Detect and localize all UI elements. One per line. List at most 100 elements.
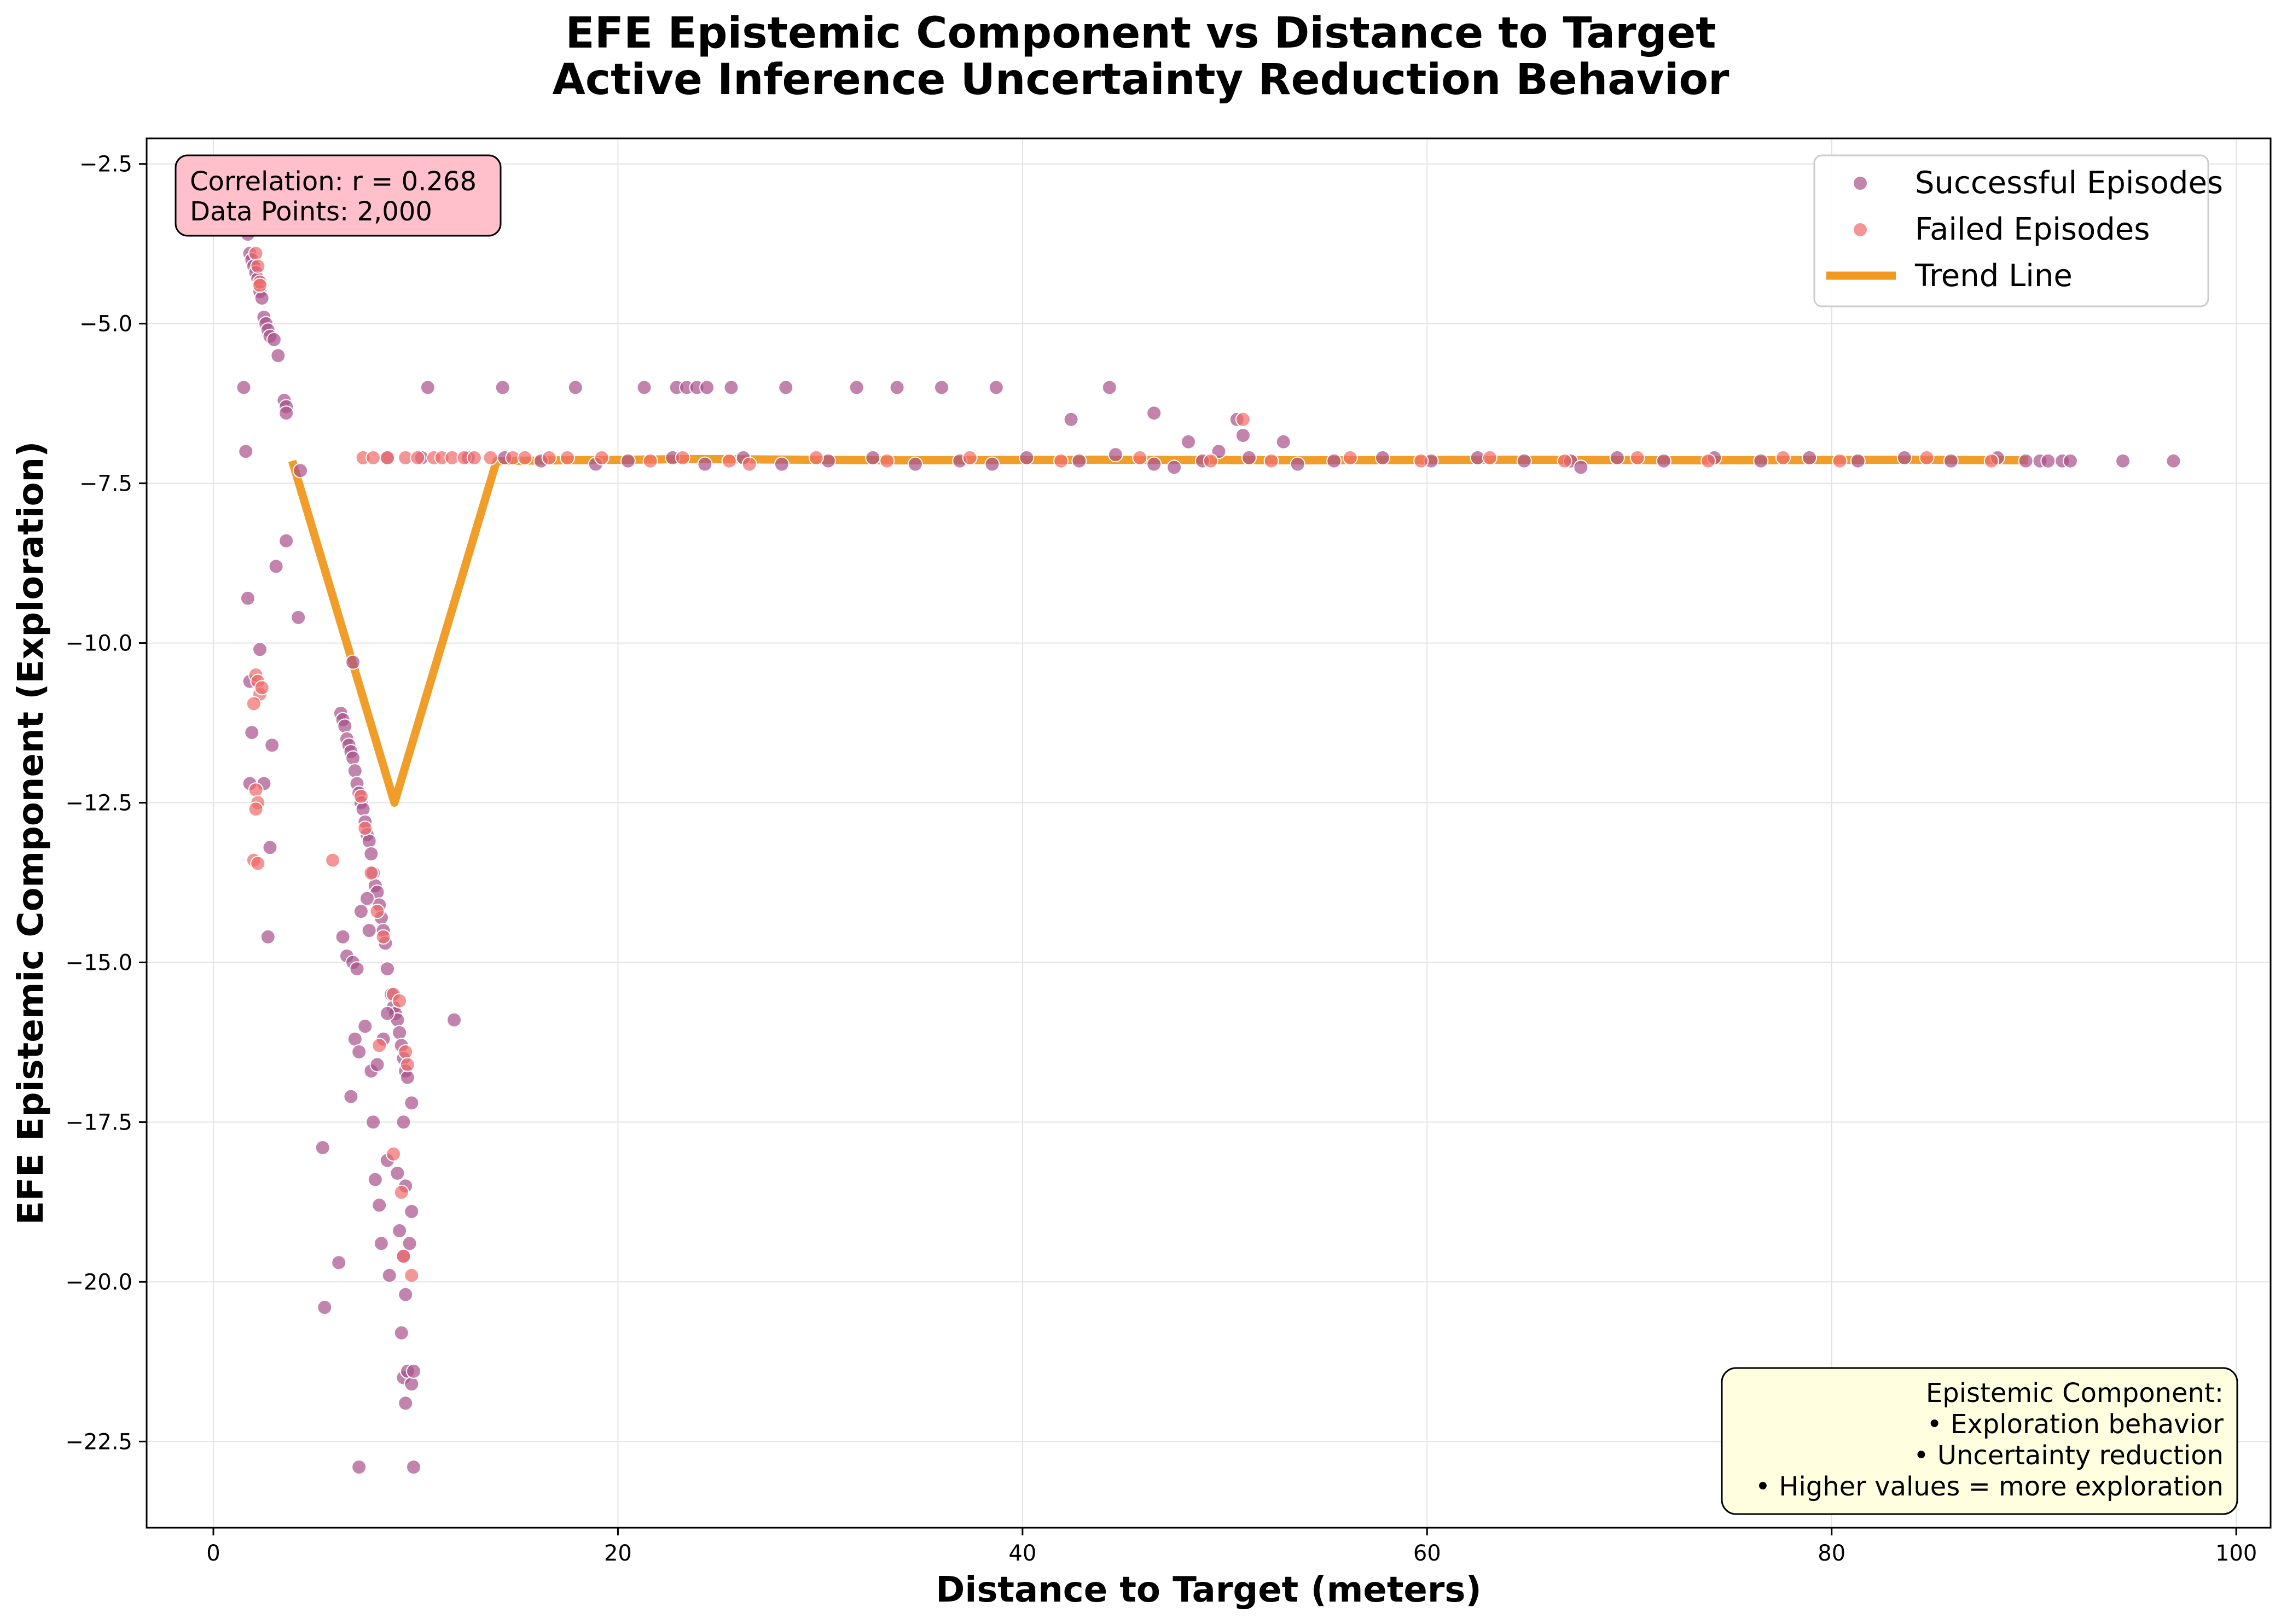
- y-tick-label: −7.5: [79, 472, 132, 497]
- failed-episode-point: [879, 453, 895, 469]
- successful-episode-point: [1063, 411, 1079, 427]
- successful-episode-point: [984, 456, 1000, 472]
- successful-episode-point: [865, 450, 881, 465]
- failed-episode-point: [560, 450, 575, 465]
- failed-episode-point: [399, 1057, 415, 1073]
- legend-label-failed: Failed Episodes: [1915, 212, 2150, 247]
- successful-episode-point: [355, 801, 371, 817]
- failed-episode-point: [396, 1248, 411, 1264]
- successful-episode-point: [2018, 453, 2034, 469]
- successful-episode-point: [988, 380, 1004, 395]
- successful-episode-point: [2040, 453, 2056, 469]
- successful-episode-point: [1375, 450, 1390, 465]
- successful-episode-point: [934, 380, 949, 395]
- successful-episode-point: [268, 558, 284, 574]
- successful-episode-point: [907, 456, 923, 472]
- successful-episode-point: [406, 1363, 421, 1379]
- successful-episode-point: [778, 380, 794, 395]
- successful-episode-point: [359, 890, 375, 906]
- successful-episode-point: [278, 405, 294, 421]
- y-tick-label: −20.0: [65, 1270, 132, 1295]
- failed-episode-point: [517, 450, 533, 465]
- successful-episode-point: [393, 1325, 409, 1341]
- failed-episode-point: [392, 993, 408, 1009]
- y-tick-label: −10.0: [65, 631, 132, 656]
- legend-label-trend: Trend Line: [1914, 258, 2073, 294]
- successful-episode-point: [1146, 456, 1162, 472]
- successful-episode-point: [1656, 453, 1671, 469]
- successful-episode-point: [398, 1287, 414, 1302]
- failed-episode-point: [808, 450, 824, 465]
- successful-episode-point: [1609, 450, 1625, 465]
- successful-episode-point: [1753, 453, 1769, 469]
- successful-episode-point: [317, 1300, 333, 1316]
- gridlines: [147, 138, 2271, 1528]
- successful-episode-point: [636, 380, 652, 395]
- failed-episode-point: [1629, 450, 1645, 465]
- successful-episode-point: [404, 1376, 420, 1392]
- successful-episode-point: [2063, 453, 2078, 469]
- successful-episode-point: [402, 1236, 417, 1252]
- successful-episode-point: [1107, 447, 1123, 463]
- successful-episode-point: [291, 609, 306, 625]
- failed-episode-point: [483, 450, 498, 465]
- legend-marker-successful: [1853, 176, 1868, 191]
- successful-episode-point: [620, 453, 636, 469]
- successful-episode-point: [1181, 434, 1196, 450]
- failed-episode-point: [254, 680, 270, 696]
- successful-episode-point: [351, 1044, 367, 1060]
- failed-episode-point: [1413, 453, 1429, 469]
- failed-episode-point: [372, 1038, 387, 1053]
- successful-episode-point: [262, 840, 278, 855]
- legend: Successful Episodes Failed Episodes Tren…: [1813, 154, 2223, 307]
- legend-marker-failed: [1853, 222, 1868, 237]
- successful-episode-point: [372, 1197, 387, 1213]
- failed-episode-point: [1700, 453, 1716, 469]
- legend-frame: [1813, 154, 2209, 307]
- successful-episode-point: [1326, 453, 1342, 469]
- failed-episode-point: [386, 1146, 402, 1162]
- successful-episode-point: [367, 1172, 383, 1188]
- correlation-text: Correlation: r = 0.268: [190, 166, 477, 197]
- successful-episode-point: [238, 444, 254, 459]
- failed-episode-point: [369, 904, 385, 919]
- successful-episode-point: [1235, 428, 1251, 443]
- successful-episode-point: [495, 380, 510, 395]
- successful-episode-point: [396, 1114, 411, 1130]
- successful-episode-point: [849, 380, 864, 395]
- successful-episode-point: [240, 590, 256, 606]
- y-tick-label: −2.5: [79, 152, 132, 177]
- successful-episode-point: [345, 750, 361, 766]
- successful-episode-point: [567, 380, 583, 395]
- successful-episode-point: [889, 380, 905, 395]
- failed-episode-point: [250, 258, 266, 274]
- failed-episode-point: [642, 453, 658, 469]
- legend-label-successful: Successful Episodes: [1915, 165, 2223, 201]
- successful-episode-point: [390, 1165, 405, 1181]
- failed-episode-point: [962, 450, 978, 465]
- data-points-text: Data Points: 2,000: [190, 196, 432, 227]
- x-tick-label: 100: [2215, 1541, 2257, 1566]
- x-tick-label: 60: [1413, 1541, 1441, 1566]
- failed-episode-point: [404, 1267, 420, 1283]
- successful-episode-point: [1146, 405, 1162, 421]
- failed-episode-point: [363, 865, 379, 881]
- failed-episode-point: [398, 1044, 414, 1060]
- successful-episode-point: [399, 1069, 415, 1085]
- failed-episode-point: [252, 277, 268, 293]
- axis-ticks: 0 20 40 60 80 100 −2.5 −5.0 −7.5 −10.0 −12.5 −15.0 −…: [65, 152, 2257, 1566]
- successful-episode-point: [252, 642, 268, 657]
- successful-episode-point: [398, 1395, 414, 1411]
- successful-episode-point: [347, 763, 363, 779]
- successful-episode-point: [1019, 450, 1035, 465]
- successful-episode-point: [2115, 453, 2131, 469]
- failed-episode-point: [325, 852, 341, 868]
- failed-episode-point: [1919, 450, 1935, 465]
- failed-episode-point: [1053, 453, 1069, 469]
- successful-episode-point: [260, 929, 276, 945]
- failed-episode-point: [357, 820, 373, 836]
- successful-episode-point: [2166, 453, 2181, 469]
- failed-episode-point: [1235, 411, 1251, 427]
- successful-episode-point: [331, 1255, 347, 1271]
- successful-episode-point: [723, 380, 739, 395]
